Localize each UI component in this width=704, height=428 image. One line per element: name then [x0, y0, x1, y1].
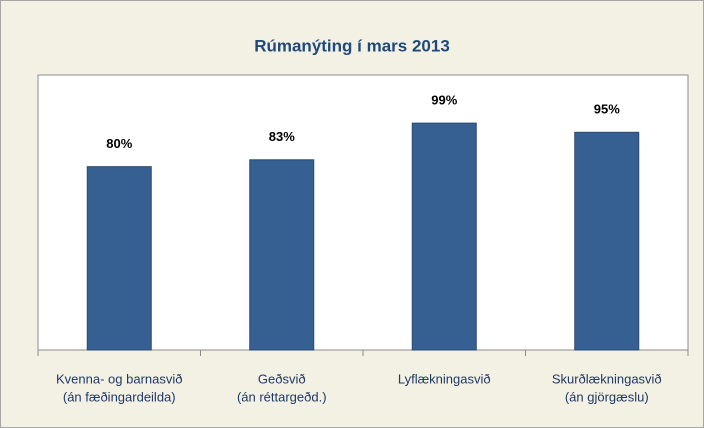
data-label: 99% — [431, 93, 457, 108]
bar — [574, 131, 640, 351]
data-label: 80% — [106, 136, 132, 151]
x-tick-label: (án gjörgæslu) — [565, 389, 649, 404]
data-label: 95% — [594, 102, 620, 117]
bar — [86, 166, 152, 351]
x-tick-label: Geðsvið — [258, 371, 306, 386]
bar — [411, 122, 477, 351]
x-tick-label: Kvenna- og barnasvið — [56, 371, 182, 386]
x-tick-label: Skurðlækningasvið — [552, 371, 662, 386]
data-label: 83% — [269, 129, 295, 144]
x-tick-label: (án réttargeðd.) — [237, 389, 327, 404]
x-tick-label: (án fæðingardeilda) — [63, 389, 176, 404]
chart-title: Rúmanýting í mars 2013 — [254, 36, 450, 55]
bar — [249, 159, 315, 351]
x-tick-label: Lyflækningasvið — [398, 371, 491, 386]
